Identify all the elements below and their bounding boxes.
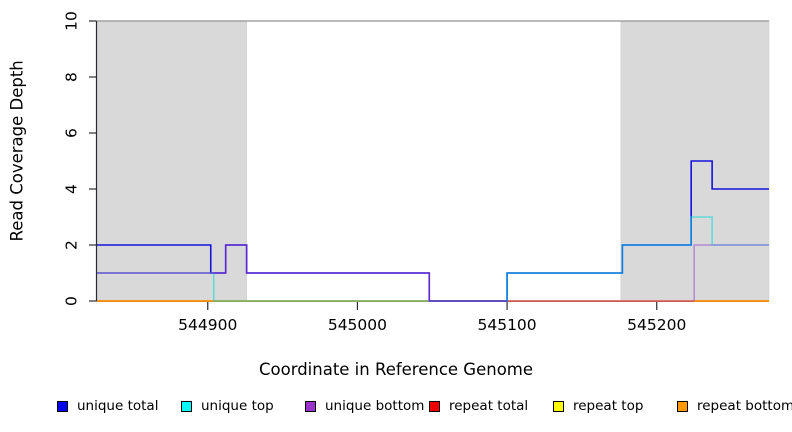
legend-swatch-icon-repeat-total — [429, 400, 440, 412]
legend-swatch-icon-repeat-bottom — [677, 400, 688, 412]
legend-swatch-icon-unique-bottom — [305, 400, 316, 412]
x-tick-label-545200: 545200 — [627, 316, 686, 334]
legend-item-repeat-top: repeat top — [553, 398, 643, 414]
legend-label: repeat top — [573, 398, 644, 414]
legend-label: unique top — [201, 398, 274, 414]
legend-item-unique-total: unique total — [57, 398, 158, 414]
legend-swatch-icon-unique-total — [57, 400, 68, 412]
legend: unique total unique top unique bottom repea… — [0, 398, 792, 418]
y-axis-title: Read Coverage Depth — [7, 60, 27, 242]
plot-area: 0 2 4 6 8 10 544900 545000 545100 545200 — [63, 11, 770, 334]
x-tick-label-545000: 545000 — [328, 316, 387, 334]
y-tick-label-8: 8 — [63, 72, 81, 82]
legend-swatch-icon-repeat-top — [553, 400, 564, 412]
y-tick-label-2: 2 — [63, 240, 81, 250]
legend-item-repeat-bottom: repeat bottom — [677, 398, 792, 414]
y-tick-label-6: 6 — [63, 128, 81, 138]
y-tick-label-10: 10 — [63, 11, 81, 31]
legend-label: unique bottom — [325, 398, 425, 414]
series-line-unique-bottom-right-segment- — [693, 244, 769, 301]
y-tick-label-0: 0 — [63, 296, 81, 306]
x-axis-title: Coordinate in Reference Genome — [258, 360, 534, 379]
x-tick-label-545100: 545100 — [477, 316, 536, 334]
y-tick-label-4: 4 — [63, 184, 81, 194]
legend-label: repeat total — [449, 398, 529, 414]
x-tick-label-544900: 544900 — [178, 316, 237, 334]
legend-item-unique-bottom: unique bottom — [305, 398, 424, 414]
legend-label: unique total — [77, 398, 159, 414]
legend-item-repeat-total: repeat total — [429, 398, 528, 414]
legend-item-unique-top: unique top — [181, 398, 274, 414]
shaded-region-0 — [96, 20, 247, 302]
series-line-unique-top — [97, 216, 769, 302]
legend-label: repeat bottom — [697, 398, 792, 414]
legend-swatch-icon-unique-top — [181, 400, 192, 412]
series-line-unique-bottom — [97, 244, 508, 302]
